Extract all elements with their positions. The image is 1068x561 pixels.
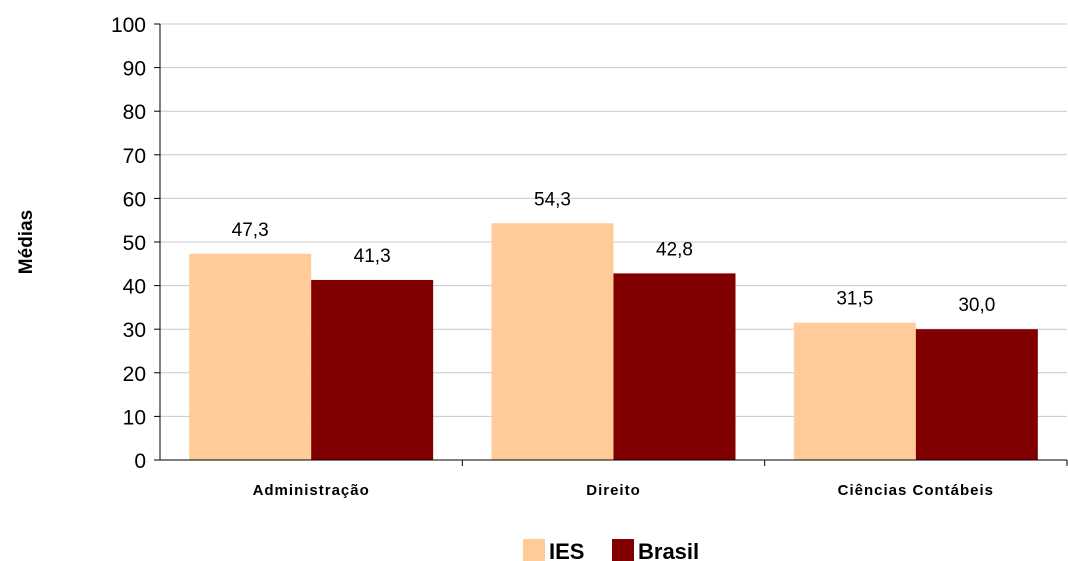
legend-swatch-brasil	[612, 539, 634, 561]
y-axis-label: Médias	[16, 210, 37, 274]
data-label: 31,5	[836, 289, 873, 310]
y-tick-label: 70	[123, 145, 146, 168]
y-tick-label: 10	[123, 406, 146, 429]
y-tick-label: 60	[123, 188, 146, 211]
y-tick-label: 80	[123, 101, 146, 124]
y-tick-label: 20	[123, 363, 146, 386]
y-tick-label: 90	[123, 58, 146, 81]
x-tick-label: Ciências Contábeis	[838, 482, 994, 499]
data-labels: 47,3 41,3 54,3 42,8 31,5 30,0	[232, 189, 996, 316]
y-tick-label: 0	[134, 450, 146, 473]
bar-brasil	[613, 273, 736, 460]
bar-ies	[793, 322, 916, 460]
bars	[189, 223, 1038, 460]
x-tick-label: Administração	[253, 482, 370, 499]
legend: IES Brasil	[523, 539, 699, 561]
data-label: 30,0	[958, 295, 995, 316]
bar-brasil	[915, 329, 1038, 460]
x-tick-label: Direito	[586, 482, 641, 499]
bar-brasil	[311, 279, 434, 460]
data-label: 47,3	[232, 220, 269, 241]
legend-swatch-ies	[523, 539, 545, 561]
y-tick-label: 50	[123, 232, 146, 255]
bar-ies	[491, 223, 614, 460]
y-tick-label: 100	[111, 14, 146, 37]
axes: 0 10 20 30 40 50 60 70 80 90 100 Administração Direi…	[111, 14, 1068, 499]
legend-label-brasil: Brasil	[638, 539, 699, 561]
bar-ies	[189, 253, 312, 460]
y-tick-label: 40	[123, 276, 146, 299]
legend-label-ies: IES	[549, 539, 584, 561]
y-tick-label: 30	[123, 319, 146, 342]
data-label: 42,8	[656, 239, 693, 260]
data-label: 54,3	[534, 189, 571, 210]
data-label: 41,3	[354, 246, 391, 267]
